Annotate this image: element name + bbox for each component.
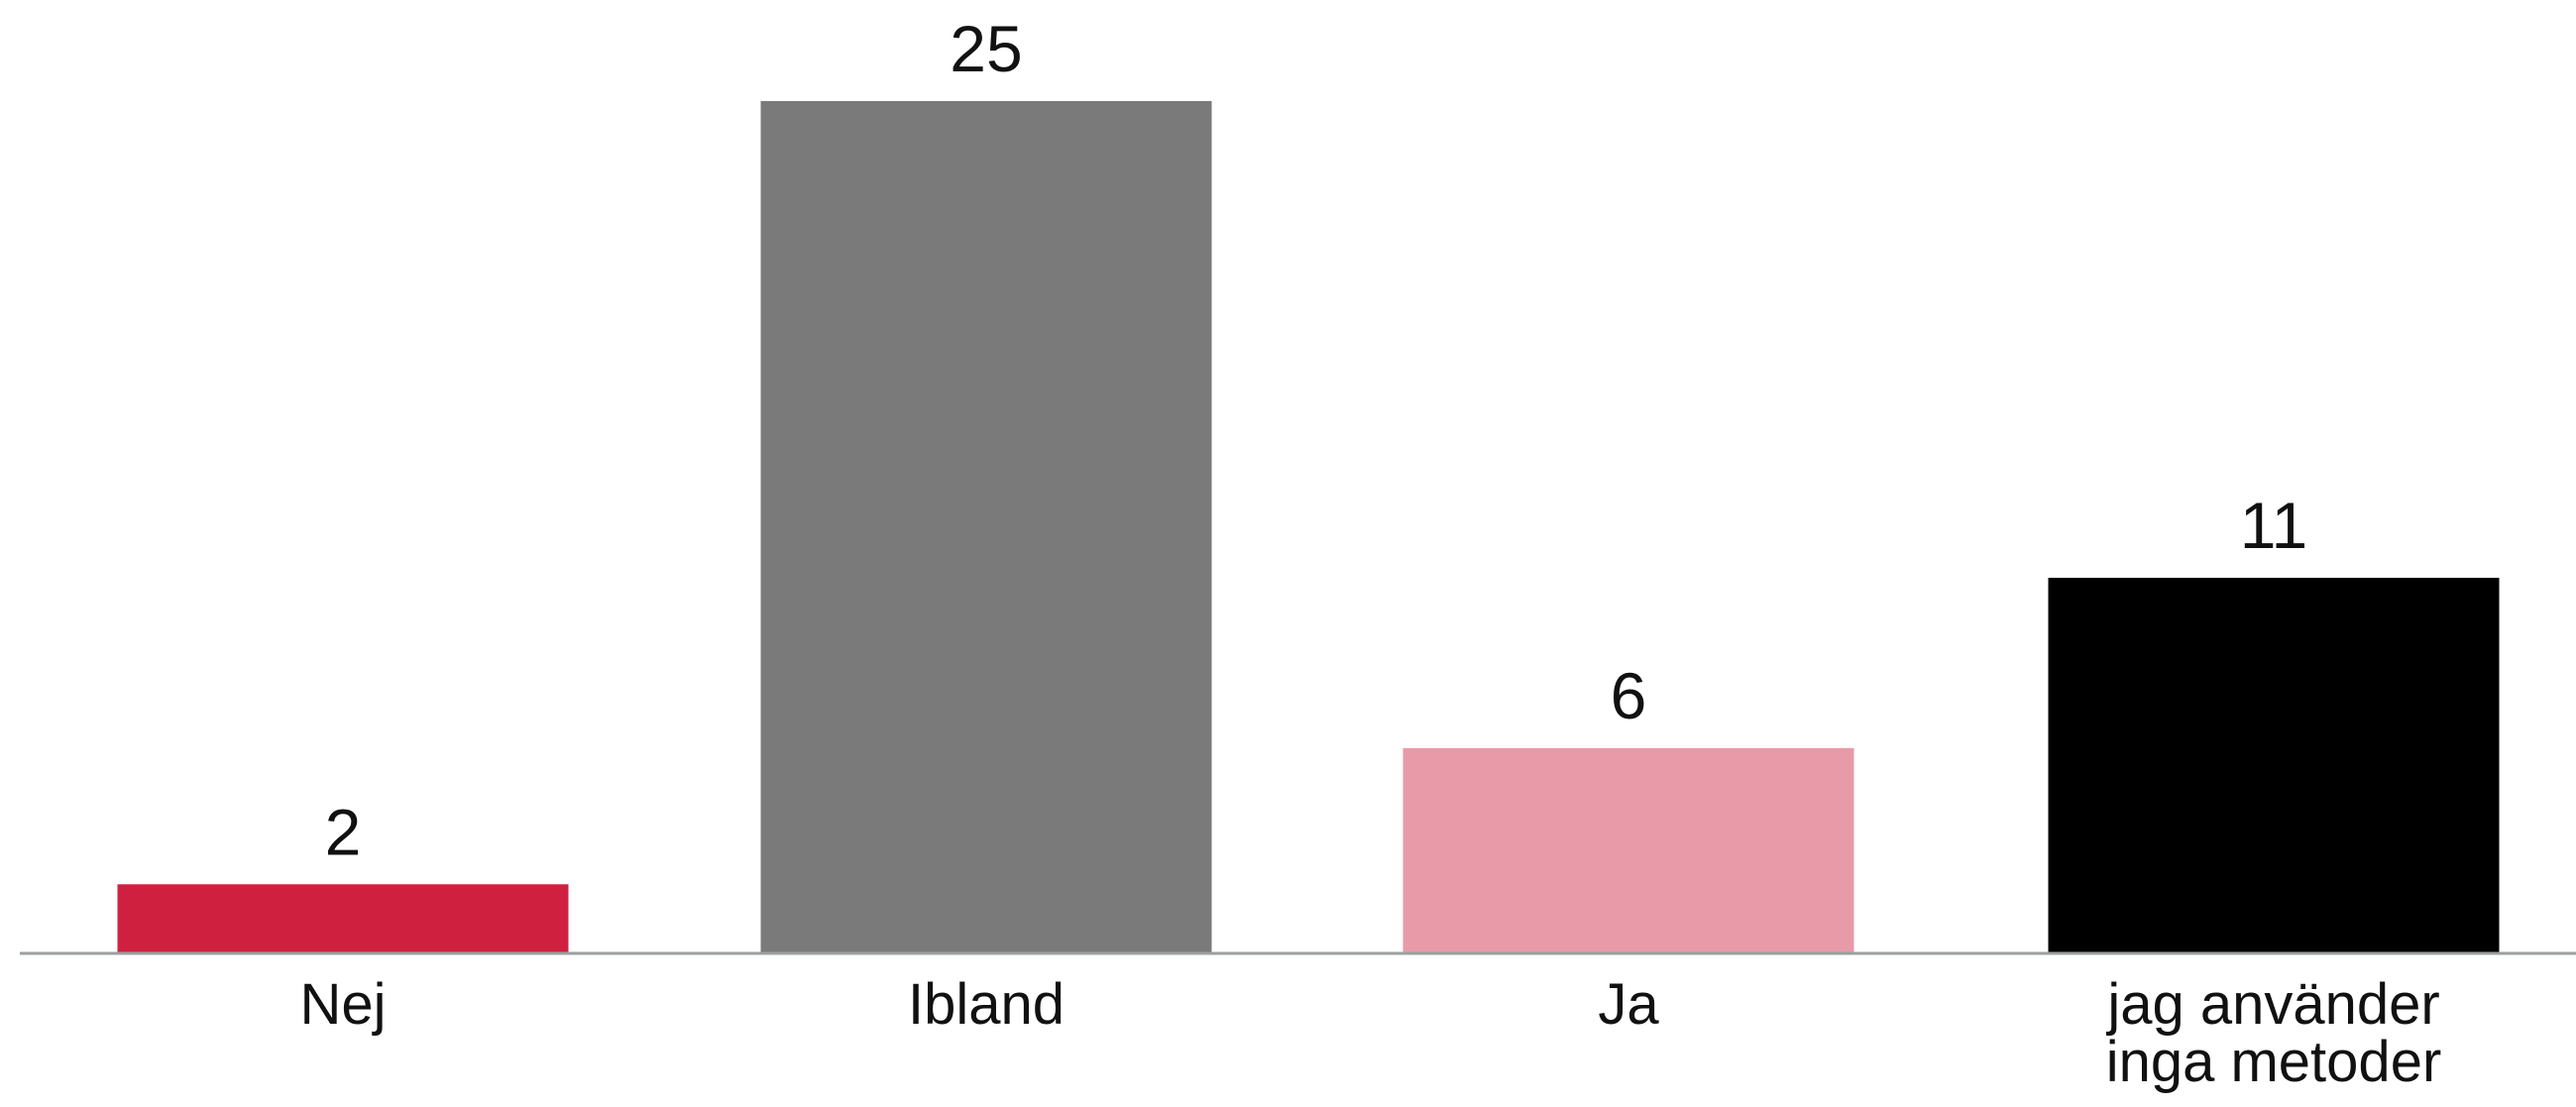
bar-4 (2048, 578, 2500, 952)
value-label-2: 25 (950, 12, 1022, 85)
category-label-3: Ja (1598, 972, 1659, 1037)
category-label-line: Ja (1598, 972, 1659, 1037)
bar-1 (117, 884, 569, 952)
category-label-1: Nej (299, 972, 386, 1037)
bar-3 (1402, 747, 1854, 952)
value-label-4: 11 (2240, 489, 2308, 562)
category-labels-group: Nej Ibland Ja jag använder inga metoder (299, 972, 2441, 1094)
category-label-line: Ibland (908, 972, 1064, 1037)
value-label-1: 2 (325, 795, 362, 868)
category-label-line: inga metoder (2106, 1030, 2442, 1094)
category-label-2: Ibland (908, 972, 1064, 1037)
category-label-4: jag använder inga metoder (2105, 972, 2441, 1094)
bar-2 (760, 101, 1212, 952)
bars-group (117, 101, 2500, 952)
category-label-line: Nej (299, 972, 386, 1037)
value-label-3: 6 (1611, 659, 1647, 732)
value-labels-group: 2 25 6 11 (325, 12, 2308, 868)
category-label-line: jag använder (2105, 972, 2439, 1037)
